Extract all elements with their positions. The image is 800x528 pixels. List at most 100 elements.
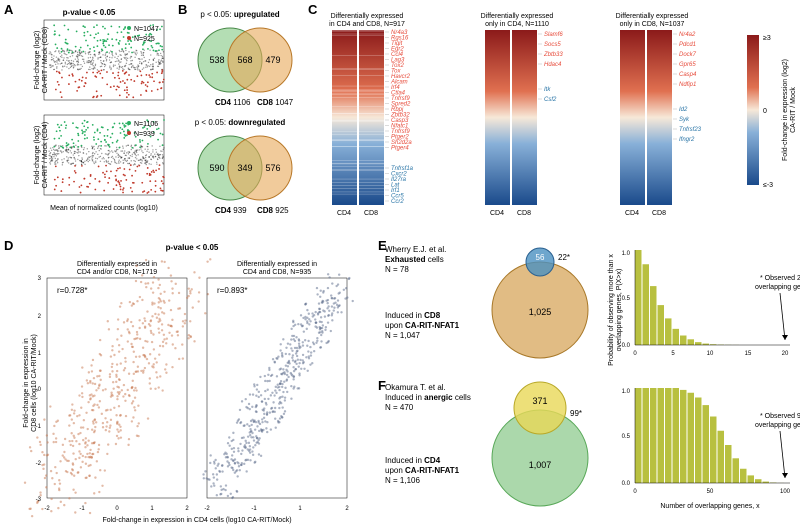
svg-text:2: 2 <box>38 314 42 320</box>
svg-text:15: 15 <box>745 351 752 357</box>
svg-text:CD8 1047: CD8 1047 <box>257 98 294 107</box>
svg-text:Differentially expressed: Differentially expressed <box>616 13 689 20</box>
panel-a-label: A <box>4 2 13 17</box>
svg-text:Slamf6: Slamf6 <box>544 32 563 38</box>
svg-text:20: 20 <box>782 351 789 357</box>
svg-text:1.0: 1.0 <box>622 389 631 395</box>
svg-text:56: 56 <box>536 253 545 262</box>
svg-text:0.5: 0.5 <box>622 434 631 440</box>
svg-text:0: 0 <box>633 351 637 357</box>
svg-text:CD4 1106: CD4 1106 <box>215 98 251 107</box>
svg-text:in CD4 and CD8, N=917: in CD4 and CD8, N=917 <box>329 21 405 28</box>
svg-text:p < 0.05: upregulated: p < 0.05: upregulated <box>200 10 279 19</box>
svg-text:Ndfip1: Ndfip1 <box>679 82 696 88</box>
svg-text:N=1106: N=1106 <box>134 121 158 128</box>
panel-f: Okamura T. et al. Induced in anergic cel… <box>385 378 800 528</box>
svg-text:479: 479 <box>265 55 280 65</box>
svg-text:r=0.893*: r=0.893* <box>217 286 247 295</box>
svg-text:Casp4: Casp4 <box>679 72 697 78</box>
svg-text:0: 0 <box>633 489 637 495</box>
svg-text:Differentially expressed in: Differentially expressed in <box>237 261 317 268</box>
svg-text:r=0.728*: r=0.728* <box>57 286 87 295</box>
svg-text:only in CD8, N=1037: only in CD8, N=1037 <box>620 21 685 28</box>
svg-text:1: 1 <box>150 506 154 512</box>
svg-text:22*: 22* <box>558 253 570 262</box>
svg-text:N = 78: N = 78 <box>385 265 409 274</box>
svg-text:99*: 99* <box>570 409 582 418</box>
svg-text:590: 590 <box>209 163 224 173</box>
svg-text:CD8 925: CD8 925 <box>257 206 289 215</box>
svg-text:-2: -2 <box>36 461 42 467</box>
svg-text:1,025: 1,025 <box>529 307 552 317</box>
svg-text:Wherry E.J. et al.: Wherry E.J. et al. <box>385 245 446 254</box>
svg-text:3: 3 <box>38 276 42 282</box>
svg-text:1.0: 1.0 <box>622 251 631 257</box>
svg-text:N=1047: N=1047 <box>134 26 159 33</box>
svg-text:Number of overlapping genes, x: Number of overlapping genes, x <box>660 503 760 510</box>
svg-text:CD4 939: CD4 939 <box>215 206 247 215</box>
svg-text:-3: -3 <box>36 497 42 503</box>
svg-text:Differentially expressed in: Differentially expressed in <box>77 261 157 268</box>
svg-text:349: 349 <box>237 163 252 173</box>
svg-text:N = 1,047: N = 1,047 <box>385 331 420 340</box>
svg-text:Dock7: Dock7 <box>679 52 697 58</box>
svg-text:Fold-change in expression (log: Fold-change in expression (log2) <box>782 59 789 161</box>
svg-text:Fold-change in expression in: Fold-change in expression in <box>23 338 30 428</box>
svg-text:only in CD4, N=1110: only in CD4, N=1110 <box>485 21 549 28</box>
svg-text:CD4: CD4 <box>490 210 504 217</box>
svg-text:100: 100 <box>780 489 791 495</box>
svg-text:Id2: Id2 <box>679 107 688 113</box>
svg-text:Probability of observing more: Probability of observing more than x <box>608 254 615 366</box>
svg-text:CA-RIT / Mock (CD8): CA-RIT / Mock (CD8) <box>42 27 49 93</box>
svg-text:p-value < 0.05: p-value < 0.05 <box>63 8 116 17</box>
svg-text:Pdcd1: Pdcd1 <box>679 42 696 48</box>
svg-text:1: 1 <box>38 351 42 357</box>
svg-text:p < 0.05: downregulated: p < 0.05: downregulated <box>195 118 286 127</box>
svg-text:538: 538 <box>209 55 224 65</box>
svg-text:10: 10 <box>707 351 714 357</box>
svg-text:N = 1,106: N = 1,106 <box>385 476 420 485</box>
svg-text:Zbtb33: Zbtb33 <box>543 52 563 58</box>
svg-text:Syk: Syk <box>679 117 690 123</box>
svg-text:Ptger4: Ptger4 <box>391 146 409 152</box>
svg-text:N=939: N=939 <box>134 131 155 138</box>
panel-b-venns: p < 0.05: upregulated 538 568 479 CD4 11… <box>185 5 305 215</box>
svg-text:N=925: N=925 <box>134 36 155 43</box>
svg-text:Exhausted cells: Exhausted cells <box>385 255 444 264</box>
svg-text:568: 568 <box>237 55 252 65</box>
svg-text:overlapping genes: overlapping genes <box>755 284 800 291</box>
svg-text:≤-3: ≤-3 <box>763 182 773 189</box>
svg-text:Tnfrsf23: Tnfrsf23 <box>679 127 702 133</box>
svg-text:CA-RIT / Mock (CD4): CA-RIT / Mock (CD4) <box>42 122 49 188</box>
svg-text:Induced in CD8: Induced in CD8 <box>385 311 441 320</box>
svg-text:CD8: CD8 <box>652 210 666 217</box>
svg-text:* Observed 99: * Observed 99 <box>760 413 800 420</box>
panel-d-plots: p-value < 0.05 Differentially expressed … <box>12 238 372 528</box>
svg-text:* Observed 22: * Observed 22 <box>760 275 800 282</box>
svg-text:Socs5: Socs5 <box>544 42 561 48</box>
svg-text:CD8: CD8 <box>364 210 378 217</box>
svg-text:-1: -1 <box>79 506 85 512</box>
svg-text:Induced in CD4: Induced in CD4 <box>385 456 441 465</box>
svg-text:576: 576 <box>265 163 280 173</box>
svg-text:CD4 and/or CD8, N=1719: CD4 and/or CD8, N=1719 <box>77 269 157 276</box>
svg-text:Nr4a2: Nr4a2 <box>679 32 696 38</box>
svg-text:CD8 cells (log10 CA-RIT/Mock): CD8 cells (log10 CA-RIT/Mock) <box>31 334 38 432</box>
svg-text:2: 2 <box>345 506 349 512</box>
svg-text:Ifngr2: Ifngr2 <box>679 137 695 143</box>
svg-text:Hdac4: Hdac4 <box>544 62 562 68</box>
svg-text:Induced in anergic cells: Induced in anergic cells <box>385 393 471 402</box>
svg-text:≥3: ≥3 <box>763 35 771 42</box>
svg-text:CA-RIT / Mock: CA-RIT / Mock <box>790 87 797 133</box>
svg-text:N = 470: N = 470 <box>385 403 414 412</box>
svg-text:p-value < 0.05: p-value < 0.05 <box>166 243 219 252</box>
svg-text:371: 371 <box>532 396 547 406</box>
svg-text:0.0: 0.0 <box>622 343 631 349</box>
panel-e: Wherry E.J. et al. Exhausted cells N = 7… <box>385 240 800 380</box>
svg-text:upon CA-RIT-NFAT1: upon CA-RIT-NFAT1 <box>385 321 460 330</box>
svg-text:0.0: 0.0 <box>622 481 631 487</box>
svg-text:1: 1 <box>298 506 302 512</box>
svg-text:CD4: CD4 <box>625 210 639 217</box>
svg-text:Csf2: Csf2 <box>544 97 557 103</box>
svg-text:Gpr65: Gpr65 <box>679 62 696 68</box>
